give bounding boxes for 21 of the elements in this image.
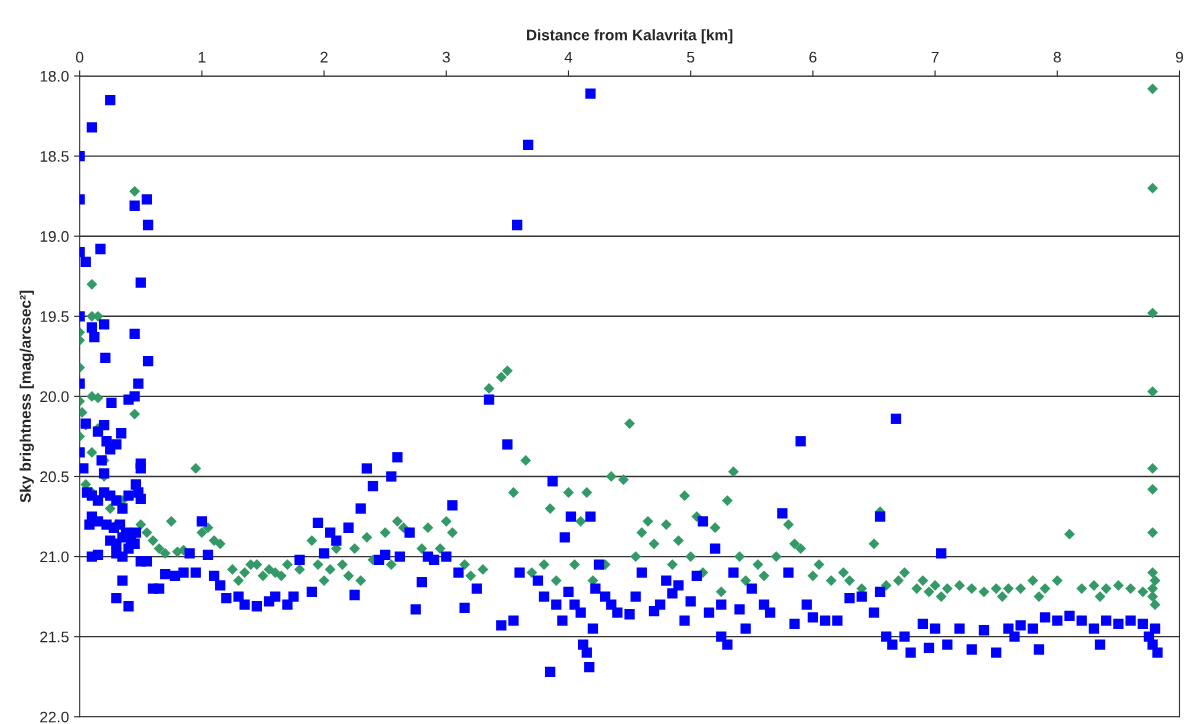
y-tick-label: 20.5 xyxy=(40,471,69,483)
x-axis-title: Distance from Kalavrita [km] xyxy=(527,29,733,44)
x-tick-label: 8 xyxy=(1053,51,1061,63)
x-tick-label: 7 xyxy=(931,51,939,63)
y-tick-label: 20.0 xyxy=(40,391,69,403)
x-tick-label: 4 xyxy=(564,51,573,63)
x-tick-label: 2 xyxy=(320,51,328,63)
x-tick-label: 3 xyxy=(442,51,450,63)
y-tick-label: 21.0 xyxy=(40,551,69,563)
y-tick-label: 21.5 xyxy=(40,631,69,643)
x-tick-label: 9 xyxy=(1175,51,1184,63)
x-tick-label: 6 xyxy=(809,51,817,63)
y-axis-title: Sky brightness [mag/arcsec²] xyxy=(19,290,34,503)
x-tick-label: 5 xyxy=(687,51,695,63)
y-tick-label: 19.5 xyxy=(40,311,69,322)
y-tick-label: 18.0 xyxy=(40,70,69,82)
x-tick-label: 1 xyxy=(198,51,206,63)
y-tick-label: 22.0 xyxy=(40,711,69,723)
y-tick-label: 18.5 xyxy=(40,150,69,162)
y-tick-label: 19.0 xyxy=(40,231,69,242)
x-tick-label: 0 xyxy=(76,51,84,63)
